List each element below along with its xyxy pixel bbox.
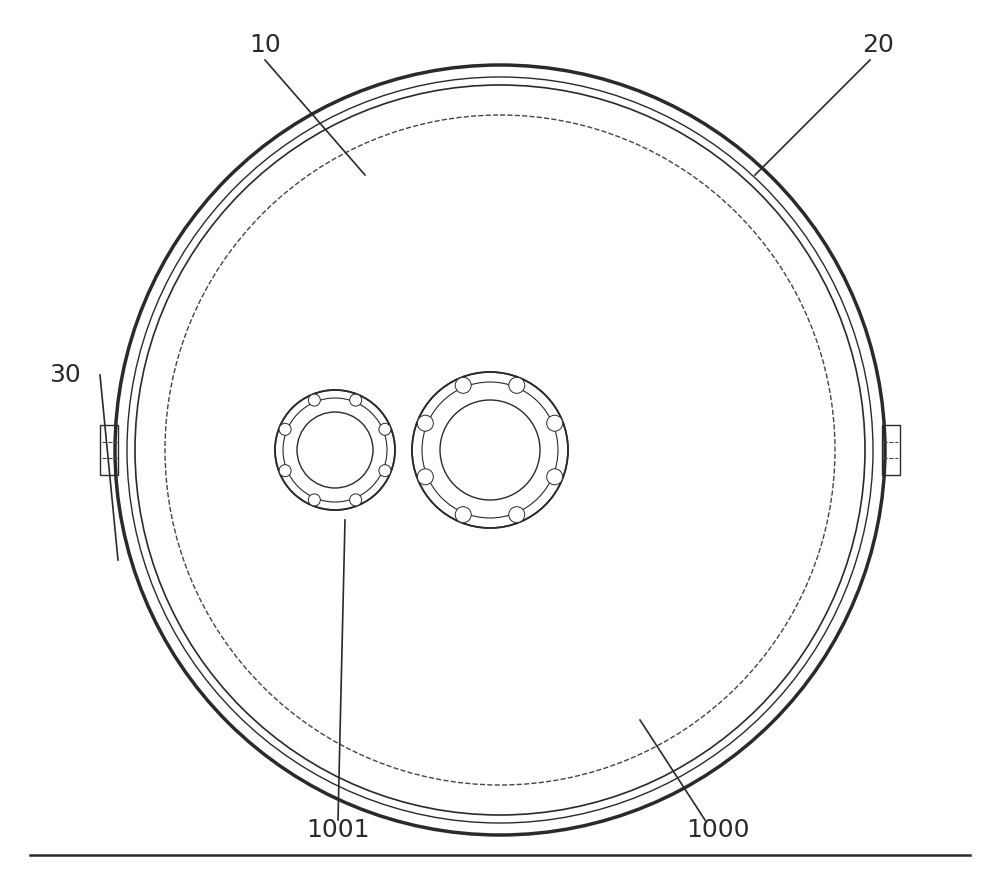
Circle shape xyxy=(308,394,320,406)
Circle shape xyxy=(509,377,525,393)
Circle shape xyxy=(412,372,568,528)
Circle shape xyxy=(455,377,471,393)
Circle shape xyxy=(297,412,373,488)
Circle shape xyxy=(509,507,525,523)
Bar xyxy=(882,425,900,475)
Circle shape xyxy=(379,465,391,477)
Circle shape xyxy=(350,394,362,406)
Circle shape xyxy=(547,469,563,485)
Circle shape xyxy=(275,390,395,510)
Circle shape xyxy=(279,465,291,477)
Text: 30: 30 xyxy=(49,363,81,387)
Circle shape xyxy=(547,415,563,431)
Circle shape xyxy=(379,423,391,436)
Circle shape xyxy=(350,494,362,506)
Circle shape xyxy=(440,400,540,500)
Circle shape xyxy=(455,507,471,523)
Text: 10: 10 xyxy=(249,33,281,57)
Circle shape xyxy=(417,469,433,485)
Circle shape xyxy=(417,415,433,431)
Bar xyxy=(100,425,118,475)
Text: 1001: 1001 xyxy=(306,818,370,842)
Text: 1000: 1000 xyxy=(686,818,750,842)
Text: 20: 20 xyxy=(862,33,894,57)
Circle shape xyxy=(308,494,320,506)
Circle shape xyxy=(279,423,291,436)
